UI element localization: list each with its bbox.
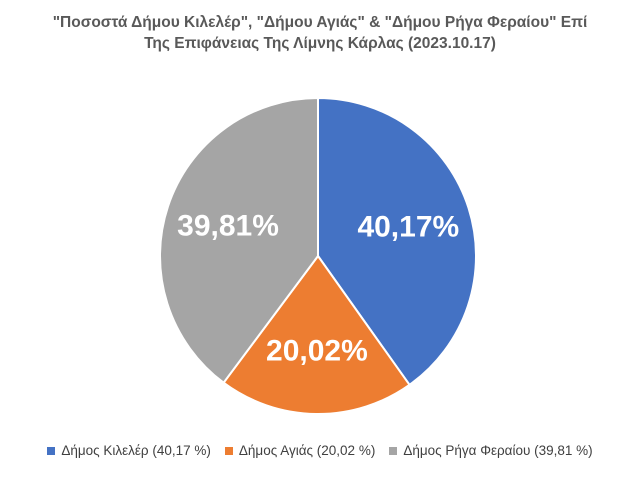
legend-swatch-kileler: [47, 446, 56, 455]
pie-slice-kileler: [317, 96, 477, 387]
legend: Δήμος Κιλελέρ (40,17 %) Δήμος Αγιάς (20,…: [0, 443, 640, 458]
data-label-kileler: 40,17%: [357, 211, 459, 244]
legend-swatch-agia: [224, 446, 233, 455]
legend-item-riga-feraiou: Δήμος Ρήγα Φεραίου (39,81 %): [389, 443, 593, 458]
chart-title: "Ποσοστά Δήμου Κιλελέρ", "Δήμου Αγιάς" &…: [0, 12, 640, 54]
legend-item-kileler: Δήμος Κιλελέρ (40,17 %): [47, 443, 211, 458]
legend-item-agia: Δήμος Αγιάς (20,02 %): [224, 443, 376, 458]
legend-label-agia: Δήμος Αγιάς (20,02 %): [238, 443, 376, 458]
legend-label-kileler: Δήμος Κιλελέρ (40,17 %): [61, 443, 211, 458]
legend-swatch-riga-feraiou: [389, 446, 398, 455]
legend-label-riga-feraiou: Δήμος Ρήγα Φεραίου (39,81 %): [403, 443, 593, 458]
chart-title-line-2: Της Επιφάνειας Της Λίμνης Κάρλας (2023.1…: [144, 35, 496, 52]
pie-slice-riga-feraiou: [159, 96, 319, 385]
pie-slice-agia: [222, 254, 411, 415]
chart-title-line-1: "Ποσοστά Δήμου Κιλελέρ", "Δήμου Αγιάς" &…: [52, 14, 588, 31]
data-label-riga-feraiou: 39,81%: [177, 210, 279, 243]
data-label-agia: 20,02%: [266, 334, 368, 367]
